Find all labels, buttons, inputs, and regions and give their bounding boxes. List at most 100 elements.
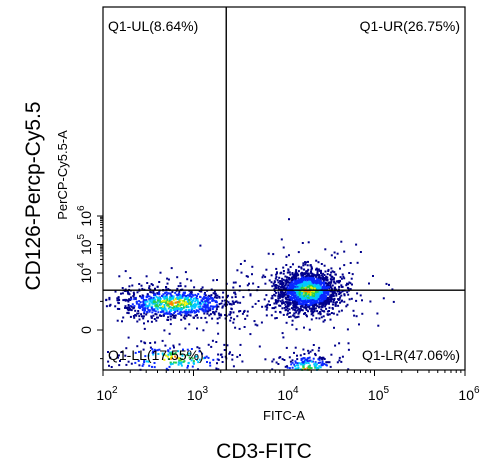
event-dot	[338, 285, 341, 288]
event-dot	[232, 281, 235, 284]
event-dot	[313, 310, 316, 313]
event-dot	[301, 276, 304, 279]
event-dot	[308, 276, 311, 279]
event-dot	[163, 295, 165, 298]
event-dot	[140, 297, 143, 300]
event-dot	[297, 294, 300, 297]
event-dot	[137, 359, 140, 362]
quadrant-label-ur: Q1-UR(26.75%)	[360, 18, 460, 34]
event-dot	[286, 293, 289, 295]
event-dot	[332, 295, 335, 298]
event-dot	[322, 291, 325, 294]
event-dot	[203, 293, 206, 296]
event-dot	[154, 304, 157, 307]
event-dot	[275, 361, 278, 364]
event-dot	[264, 275, 267, 278]
event-dot	[153, 309, 156, 312]
event-dot	[340, 240, 343, 243]
event-dot	[302, 262, 305, 265]
event-dot	[304, 301, 307, 304]
event-dot	[133, 306, 136, 309]
event-dot	[339, 267, 341, 270]
event-dot	[158, 281, 161, 283]
event-dot	[156, 285, 159, 288]
event-dot	[323, 281, 326, 284]
event-dot	[184, 312, 187, 314]
event-dot	[294, 309, 297, 312]
event-dot	[297, 295, 299, 298]
event-dot	[159, 301, 162, 304]
event-dot	[278, 304, 281, 307]
event-dot	[248, 282, 250, 285]
event-dot	[192, 297, 195, 300]
event-dot	[311, 280, 314, 283]
event-dot	[304, 277, 307, 280]
event-dot	[128, 308, 131, 311]
event-dot	[163, 358, 166, 361]
event-dot	[220, 353, 223, 356]
event-dot	[229, 311, 232, 314]
event-dot	[324, 300, 327, 303]
event-dot	[313, 287, 316, 290]
event-dot	[213, 299, 216, 302]
event-dot	[303, 357, 306, 360]
event-dot	[266, 306, 269, 309]
event-dot	[293, 315, 296, 318]
event-dot	[315, 285, 318, 288]
event-dot	[326, 287, 328, 290]
event-dot	[292, 314, 295, 317]
event-dot	[306, 357, 309, 360]
event-dot	[143, 361, 146, 363]
event-dot	[278, 276, 281, 279]
event-dot	[167, 288, 170, 291]
event-dot	[335, 301, 338, 304]
event-dot	[332, 303, 335, 306]
event-dot	[295, 288, 298, 291]
event-dot	[294, 296, 297, 299]
event-dot	[239, 263, 242, 265]
event-dot	[141, 315, 143, 318]
event-dot	[275, 302, 278, 305]
event-dot	[327, 299, 330, 302]
event-dot	[318, 269, 321, 272]
event-dot	[138, 315, 141, 318]
event-dot	[157, 299, 159, 302]
event-dot	[296, 299, 299, 302]
event-dot	[196, 316, 199, 319]
event-dot	[284, 309, 287, 312]
event-dot	[334, 301, 337, 304]
event-dot	[352, 309, 355, 312]
event-dot	[217, 305, 220, 308]
event-dot	[321, 278, 324, 280]
event-dot	[116, 297, 119, 300]
event-dot	[152, 301, 155, 304]
event-dot	[339, 296, 342, 299]
event-dot	[302, 348, 305, 351]
event-dot	[310, 367, 313, 370]
event-dot	[213, 290, 216, 293]
event-dot	[322, 320, 325, 323]
event-dot	[325, 361, 328, 364]
event-dot	[330, 267, 333, 270]
y-axis-label: PerCP-Cy5.5-A	[55, 130, 70, 220]
event-dot	[213, 313, 216, 316]
event-dot	[189, 298, 192, 301]
event-dot	[142, 299, 145, 301]
event-dot	[307, 241, 310, 244]
event-dot	[207, 301, 210, 304]
event-dot	[296, 272, 299, 275]
event-dot	[151, 348, 154, 351]
event-dot	[286, 288, 289, 290]
event-dot	[297, 301, 300, 304]
event-dot	[179, 284, 182, 287]
event-dot	[164, 296, 167, 299]
event-dot	[301, 278, 304, 280]
event-dot	[336, 313, 339, 316]
event-dot	[273, 280, 276, 283]
event-dot	[174, 355, 177, 358]
event-dot	[190, 293, 192, 296]
event-dot	[151, 351, 154, 354]
event-dot	[324, 287, 327, 290]
event-dot	[286, 313, 289, 316]
event-dot	[305, 308, 308, 311]
